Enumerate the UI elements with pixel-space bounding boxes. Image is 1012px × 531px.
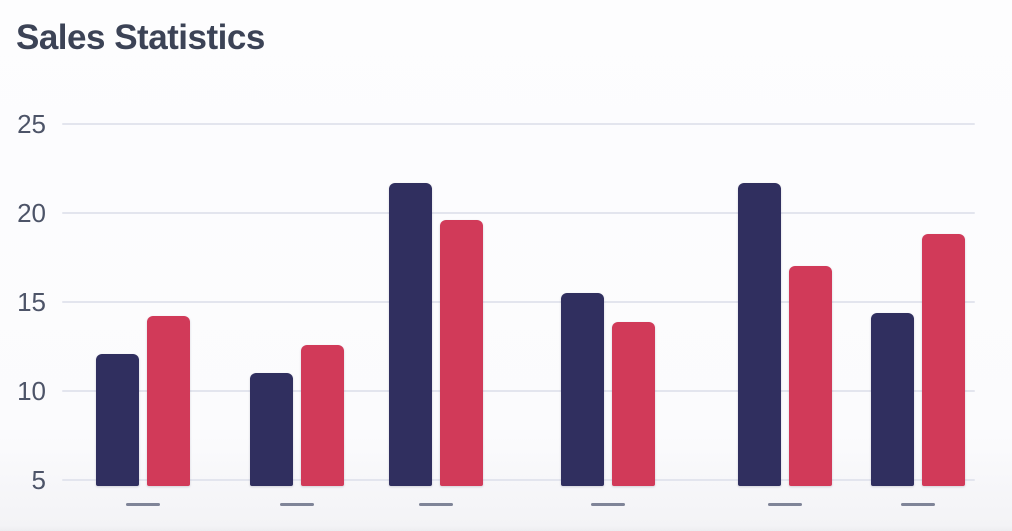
y-axis-tick-label: 10 [17, 376, 46, 406]
bar-crimson-group-6 [922, 234, 965, 486]
gridline-y-25 [62, 123, 975, 125]
bar-navy-group-6 [871, 312, 914, 486]
x-axis-label-dash [768, 503, 802, 506]
x-axis-label-dash [280, 503, 314, 506]
y-axis-tick-label: 5 [31, 465, 46, 495]
x-axis-label-dash [591, 503, 625, 506]
bar-navy-group-2 [250, 373, 293, 486]
y-axis-tick-label: 25 [17, 109, 46, 139]
bar-crimson-group-1 [147, 316, 190, 486]
y-axis-tick-label: 20 [17, 198, 46, 228]
bar-navy-group-5 [738, 182, 781, 486]
x-axis-label-dash [901, 503, 935, 506]
x-axis-label-dash [126, 503, 160, 506]
bar-navy-group-3 [389, 182, 432, 486]
gridline-y-10 [62, 390, 975, 392]
gridline-y-15 [62, 301, 975, 303]
gridline-y-20 [62, 212, 975, 214]
bar-navy-group-4 [561, 293, 604, 486]
y-axis-tick-label: 15 [17, 287, 46, 317]
chart-title: Sales Statistics [16, 18, 265, 57]
bar-crimson-group-3 [440, 220, 483, 486]
gridline-y-5 [62, 479, 975, 481]
bar-navy-group-1 [96, 353, 139, 486]
bar-crimson-group-5 [789, 266, 832, 486]
x-axis-label-dash [419, 503, 453, 506]
bar-crimson-group-2 [301, 344, 344, 486]
bar-crimson-group-4 [612, 321, 655, 486]
